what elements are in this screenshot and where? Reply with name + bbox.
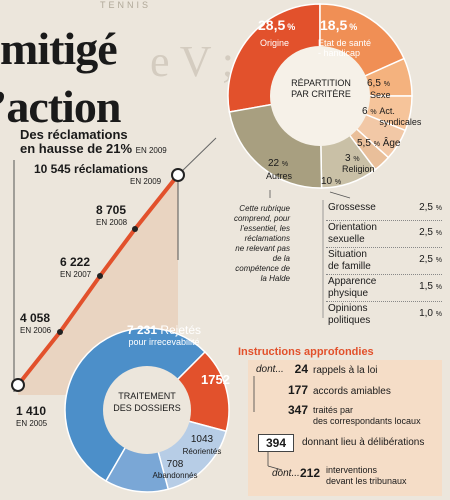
detail-row: Orientation sexuelle 2,5 % [326,221,442,248]
headline-line-1: mitigé [0,23,118,74]
criteria-religion-label: Religion [342,164,375,174]
instructions-dont-2: dont... [272,468,300,479]
growth-label-2005-year: EN 2005 [16,419,48,428]
details-leader-line [329,191,351,199]
growth-label-2006-year: EN 2006 [20,326,52,335]
instructions-num-1: 24 [294,362,308,376]
growth-point-2006 [57,329,63,335]
criteria-donut-hole [270,46,370,146]
instructions-trib-label: interventions devant les tribunaux [326,465,407,486]
criteria-origin-label: Origine [260,38,290,48]
headline-line-2: ’action [0,81,121,132]
instructions-label-2: accords amiables [313,386,391,397]
instructions-dont-1: dont... [256,364,284,375]
instructions-label-1: rappels à la loi [313,365,378,376]
growth-label-2007-value: 6 222 [60,255,91,269]
criteria-others-label: Autres [266,171,293,181]
bracket-arrow [267,465,283,471]
criteria-origin-value: 28,5 % [258,17,296,33]
growth-subtitle-2: en hausse de 21% EN 2009 [20,141,167,156]
detail-row: Opinions politiques 1,0 % [328,303,442,326]
growth-point-2008 [132,226,138,232]
instructions-num-2: 177 [287,383,308,397]
masthead-tennis: TENNIS [100,0,152,10]
instructions-trib-num: 212 [300,466,321,480]
instructions-delib-num: 394 [258,434,294,452]
criteria-heading: RÉPARTITION PAR CRITÈRE [291,78,351,99]
growth-label-2005-value: 1 410 [16,404,47,418]
criteria-sexe-value: 6,5 % [367,78,390,89]
instructions-panel [248,360,442,496]
growth-subtitle-1: Des réclamations [20,127,128,142]
treatment-rejected: 7 231 Rejetés pour irrecevabilité [126,323,202,347]
treatment-donut [64,327,230,493]
instructions-num-3: 347 [287,403,308,417]
growth-label-2009-year: EN 2009 [130,177,162,186]
detail-row: Apparence physique 1,5 % [326,275,442,302]
criteria-unions: 6 % Act. syndicales [362,106,422,127]
growth-point-2005 [11,378,25,392]
treatment-center: TRAITEMENT DES DOSSIERS [113,391,181,413]
growth-label-2007-year: EN 2007 [60,270,92,279]
treatment-examined-value: 1752 [201,372,230,387]
criteria-age: 5,5 % Âge [357,138,401,149]
detail-row: Grossesse 2,5 % [326,198,442,221]
instructions-title: Instructions approfondies [238,346,374,358]
growth-label-2008-year: EN 2008 [96,218,128,227]
others-note: Cette rubrique comprend, pour l’essentie… [233,204,290,283]
growth-point-2007 [97,273,103,279]
treatment-reoriented: 1043 Réorientés [182,434,222,456]
treatment-abandoned: 708 Abandonnés [152,459,198,480]
instructions-delib-label: donnant lieu à délibérations [302,437,425,448]
treatment-donut-hole [103,366,191,454]
growth-label-2006-value: 4 058 [20,311,51,325]
criteria-donut [227,3,413,189]
growth-label-2009-value: 10 545 réclamations [34,162,149,176]
growth-label-2008-value: 8 705 [96,203,127,217]
growth-point-2009 [171,168,185,182]
criteria-health-value: 18,5 % [320,17,358,33]
detail-row: Situation de famille 2,5 % [326,248,442,275]
instructions-label-3: traités par des correspondants locaux [313,405,421,426]
growth-connector [177,137,217,176]
criteria-religion-value: 3 % [345,153,360,164]
criteria-sexe-label: Sexe [370,90,391,100]
criteria-ten-value: 10 % [321,176,342,187]
criteria-others-value: 22 % [268,158,289,169]
criteria-health-label: Etat de santé - handicap [318,38,372,58]
criteria-details: Grossesse 2,5 % Orientation sexuelle 2,5… [326,198,442,328]
